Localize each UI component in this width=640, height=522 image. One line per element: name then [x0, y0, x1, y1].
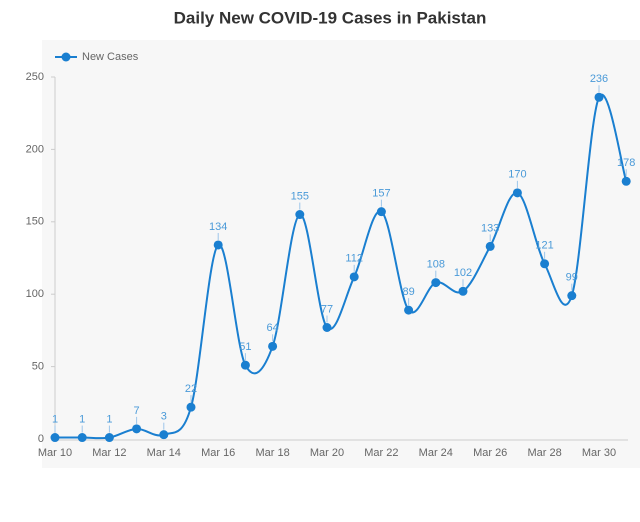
- point: [104, 433, 114, 443]
- legend-label: New Cases: [82, 51, 139, 63]
- data-label: 22: [185, 383, 197, 395]
- data-label: 170: [508, 169, 526, 181]
- point: [50, 433, 60, 443]
- point: [458, 286, 468, 296]
- data-label: 77: [321, 303, 333, 315]
- x-tick-label: Mar 22: [364, 447, 398, 459]
- point: [485, 241, 495, 251]
- point: [567, 291, 577, 301]
- point: [376, 207, 386, 217]
- point: [621, 176, 631, 186]
- x-tick-label: Mar 24: [419, 447, 453, 459]
- point: [594, 92, 604, 102]
- x-tick-label: Mar 10: [38, 447, 72, 459]
- y-tick-label: 50: [32, 361, 44, 373]
- data-label: 7: [134, 405, 140, 417]
- y-tick-label: 0: [38, 433, 44, 445]
- point: [431, 278, 441, 288]
- x-tick-label: Mar 26: [473, 447, 507, 459]
- data-label: 133: [481, 222, 499, 234]
- data-label: 1: [52, 413, 58, 425]
- x-tick-label: Mar 30: [582, 447, 616, 459]
- point: [540, 259, 550, 269]
- point: [186, 402, 196, 412]
- data-label: 155: [291, 190, 309, 202]
- point: [512, 188, 522, 198]
- x-tick-label: Mar 18: [255, 447, 289, 459]
- data-label: 134: [209, 221, 227, 233]
- point: [268, 341, 278, 351]
- x-tick-label: Mar 14: [147, 447, 181, 459]
- point: [404, 305, 414, 315]
- chart-title: Daily New COVID-19 Cases in Pakistan: [174, 8, 487, 27]
- point: [349, 272, 359, 282]
- x-tick-label: Mar 16: [201, 447, 235, 459]
- data-label: 112: [345, 253, 363, 265]
- x-tick-label: Mar 28: [527, 447, 561, 459]
- data-label: 89: [402, 286, 414, 298]
- point: [159, 430, 169, 440]
- point: [77, 433, 87, 443]
- y-tick-label: 150: [26, 216, 44, 228]
- y-tick-label: 200: [26, 143, 44, 155]
- x-tick-label: Mar 20: [310, 447, 344, 459]
- y-tick-label: 100: [26, 288, 44, 300]
- data-label: 51: [239, 341, 251, 353]
- x-tick-label: Mar 12: [92, 447, 126, 459]
- data-label: 157: [372, 188, 390, 200]
- data-label: 178: [617, 157, 635, 169]
- legend-marker: [61, 52, 71, 62]
- data-label: 99: [566, 272, 578, 284]
- point: [322, 323, 332, 333]
- data-label: 1: [79, 413, 85, 425]
- data-label: 64: [266, 322, 278, 334]
- point: [213, 240, 223, 250]
- data-label: 236: [590, 73, 608, 85]
- data-label: 108: [427, 259, 445, 271]
- point: [295, 210, 305, 220]
- y-tick-label: 250: [26, 71, 44, 83]
- data-label: 121: [535, 240, 553, 252]
- point: [240, 360, 250, 370]
- data-label: 3: [161, 411, 167, 423]
- data-label: 102: [454, 267, 472, 279]
- data-label: 1: [106, 413, 112, 425]
- plot-background: [42, 40, 640, 468]
- point: [132, 424, 142, 434]
